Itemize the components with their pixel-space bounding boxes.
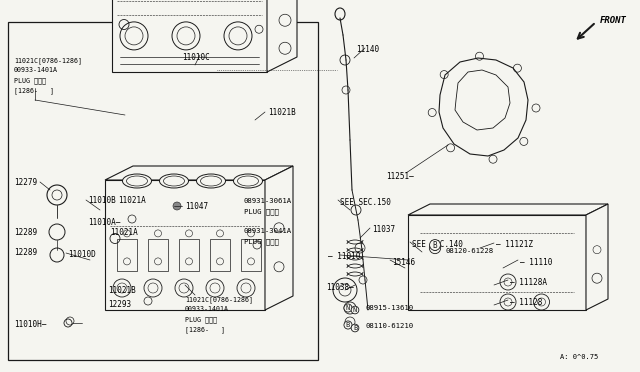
Text: 08915-13610: 08915-13610 <box>365 305 413 311</box>
Text: PLUG プラグ: PLUG プラグ <box>244 208 279 215</box>
Text: 11021C[0786-1286]: 11021C[0786-1286] <box>14 57 82 64</box>
Polygon shape <box>408 204 608 215</box>
Text: 12289: 12289 <box>14 248 37 257</box>
Circle shape <box>120 22 148 50</box>
Polygon shape <box>408 215 586 310</box>
Text: B: B <box>353 325 357 331</box>
Text: 11047: 11047 <box>185 202 208 211</box>
Text: ― 11128: ― 11128 <box>510 298 542 307</box>
Bar <box>179 240 199 272</box>
Text: 11251―: 11251― <box>386 172 413 181</box>
Circle shape <box>172 22 200 50</box>
Text: 08110-61210: 08110-61210 <box>365 323 413 329</box>
Text: 11021A: 11021A <box>110 228 138 237</box>
Circle shape <box>224 22 252 50</box>
Circle shape <box>144 279 162 297</box>
Bar <box>148 240 168 272</box>
Circle shape <box>206 279 224 297</box>
Ellipse shape <box>159 174 189 188</box>
Circle shape <box>237 279 255 297</box>
Text: B: B <box>346 322 350 328</box>
Text: N: N <box>346 305 350 311</box>
Text: 11010A―: 11010A― <box>88 218 120 227</box>
Text: PLUG プラグ: PLUG プラグ <box>185 316 217 323</box>
Text: ― 11010: ― 11010 <box>328 252 360 261</box>
Polygon shape <box>439 58 528 156</box>
Text: ― 11110: ― 11110 <box>520 258 552 267</box>
Text: N: N <box>353 307 357 313</box>
Circle shape <box>500 294 516 310</box>
Text: 00933-1401A: 00933-1401A <box>185 306 229 312</box>
Text: 08931-3061A: 08931-3061A <box>244 198 292 204</box>
Text: 11010D: 11010D <box>68 250 96 259</box>
Bar <box>8 22 318 360</box>
Circle shape <box>47 185 67 205</box>
Circle shape <box>500 274 516 290</box>
Circle shape <box>333 278 357 302</box>
Text: 11021C[0786-1286]: 11021C[0786-1286] <box>185 296 253 303</box>
Text: [1286-   ]: [1286- ] <box>185 326 225 333</box>
Text: 15146: 15146 <box>392 258 415 267</box>
Text: 08931-3041A: 08931-3041A <box>244 228 292 234</box>
Text: 12279: 12279 <box>14 178 37 187</box>
Circle shape <box>534 294 550 310</box>
Polygon shape <box>586 204 608 310</box>
Ellipse shape <box>122 174 152 188</box>
Text: SEE SEC.140: SEE SEC.140 <box>412 240 463 249</box>
Bar <box>117 240 137 272</box>
Text: 12293: 12293 <box>108 300 131 309</box>
Polygon shape <box>265 166 293 310</box>
Text: 11021B: 11021B <box>268 108 296 117</box>
Polygon shape <box>112 0 267 72</box>
Text: 11021A: 11021A <box>118 196 146 205</box>
Polygon shape <box>267 0 297 72</box>
Polygon shape <box>105 180 265 310</box>
Text: SEE SEC.150: SEE SEC.150 <box>340 198 391 207</box>
Text: 11010C: 11010C <box>182 53 210 62</box>
Text: B: B <box>433 241 437 250</box>
Text: 11037: 11037 <box>372 225 395 234</box>
Text: PLUG プラグ: PLUG プラグ <box>244 238 279 245</box>
Text: B: B <box>433 244 437 253</box>
Text: 11010B: 11010B <box>88 196 116 205</box>
Text: 00933-1401A: 00933-1401A <box>14 67 58 73</box>
Ellipse shape <box>234 174 262 188</box>
Text: PLUG プラグ: PLUG プラグ <box>14 77 46 84</box>
Text: FRONT: FRONT <box>600 16 627 25</box>
Text: ― 11121Z: ― 11121Z <box>496 240 533 249</box>
Circle shape <box>113 279 131 297</box>
Bar <box>210 240 230 272</box>
Text: 11010H―: 11010H― <box>14 320 46 329</box>
Text: ― 11128A: ― 11128A <box>510 278 547 287</box>
Text: 08120-61228: 08120-61228 <box>445 248 493 254</box>
Text: [1286-   ]: [1286- ] <box>14 87 54 94</box>
Circle shape <box>173 202 181 210</box>
Polygon shape <box>455 70 510 130</box>
Circle shape <box>52 190 62 200</box>
Polygon shape <box>105 166 293 180</box>
Text: A: 0^0.75: A: 0^0.75 <box>560 354 598 360</box>
Circle shape <box>175 279 193 297</box>
Bar <box>241 240 261 272</box>
Text: 11021B: 11021B <box>108 286 136 295</box>
Text: 12289: 12289 <box>14 228 37 237</box>
Text: 11140: 11140 <box>356 45 379 54</box>
Text: 11038―: 11038― <box>326 283 354 292</box>
Ellipse shape <box>196 174 225 188</box>
